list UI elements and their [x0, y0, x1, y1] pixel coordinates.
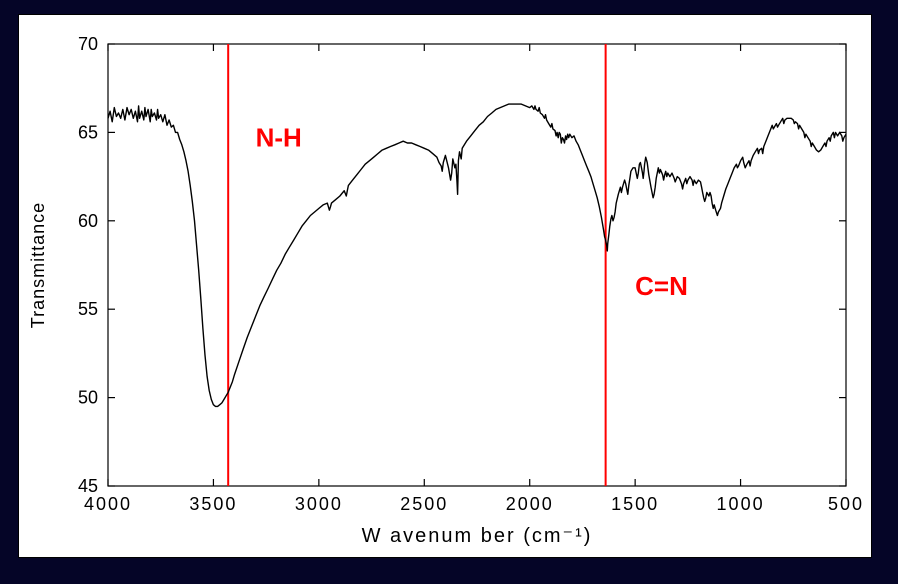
annotation-label: C=N: [635, 271, 688, 301]
x-tick-label: 1500: [611, 494, 659, 514]
y-tick-label: 70: [78, 34, 98, 54]
y-axis-label: Transmittance: [28, 202, 48, 328]
x-tick-label: 3000: [295, 494, 343, 514]
y-tick-label: 55: [78, 299, 98, 319]
x-tick-label: 1000: [717, 494, 765, 514]
x-tick-label: 2000: [506, 494, 554, 514]
x-tick-label: 4000: [84, 494, 132, 514]
x-tick-label: 2500: [400, 494, 448, 514]
annotation-label: N-H: [256, 123, 302, 153]
plot-area: [108, 44, 846, 486]
x-tick-label: 3500: [189, 494, 237, 514]
ir-spectrum-chart: 4000 3500 3000 2500 2000 1500 1000 500 45 50 55 60 6…: [18, 14, 870, 556]
y-tick-label: 65: [78, 122, 98, 142]
y-tick-label: 45: [78, 476, 98, 496]
chart-frame: 4000 3500 3000 2500 2000 1500 1000 500 45 50 55 60 6…: [0, 0, 898, 584]
y-tick-label: 50: [78, 388, 98, 408]
x-axis-label: W avenum ber (cm⁻¹): [362, 525, 593, 547]
x-tick-label: 500: [828, 494, 864, 514]
y-tick-label: 60: [78, 211, 98, 231]
